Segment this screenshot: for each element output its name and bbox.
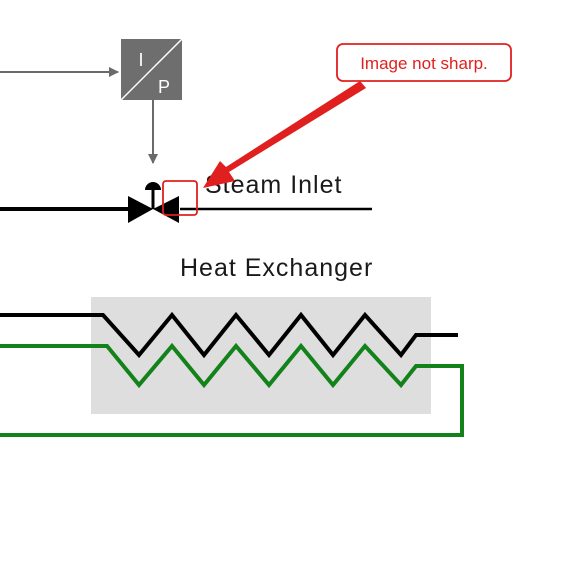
annotation-callout-box: [336, 43, 512, 82]
heat-exchanger-label: Heat Exchanger: [180, 254, 373, 282]
annotation-text: Image not sharp.: [360, 54, 488, 73]
annotation-arrow: [203, 81, 366, 188]
heat-exchanger-body: [91, 297, 431, 414]
control-valve: [128, 182, 179, 223]
steam-coil-line: [0, 311, 458, 359]
return-coil-line: [0, 342, 464, 437]
annotation-highlight-box: [162, 180, 198, 216]
transducer-input-letter: I: [138, 50, 143, 70]
annotation-callout: Image not sharp.: [336, 43, 512, 82]
transducer-output-letter: P: [158, 77, 170, 97]
ip-transducer: I P: [120, 38, 183, 101]
